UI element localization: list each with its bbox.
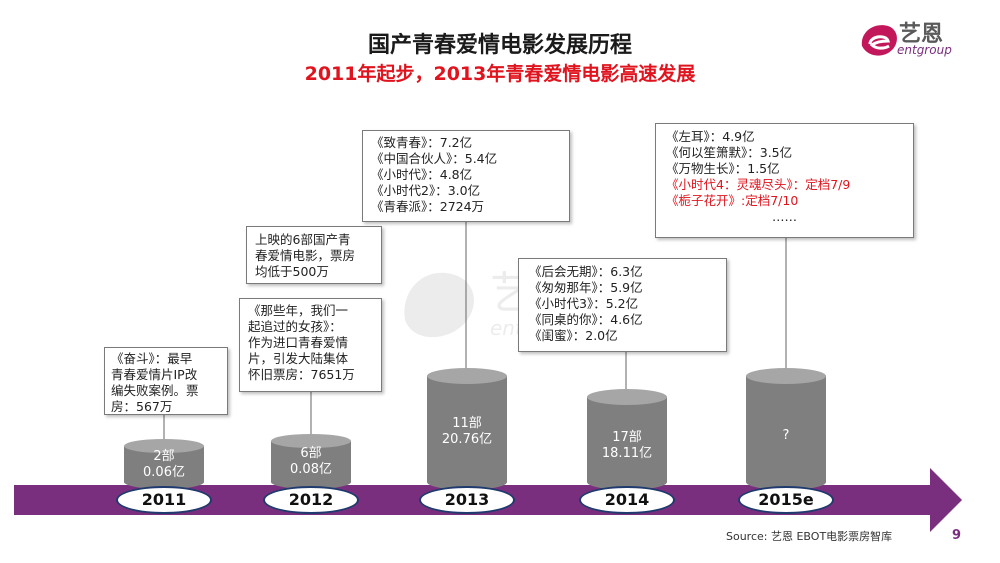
page-subtitle: 2011年起步，2013年青春爱情电影高速发展 — [304, 63, 696, 85]
year-pill-2011: 2011 — [116, 486, 212, 514]
page-title: 国产青春爱情电影发展历程 — [367, 33, 632, 58]
year-pill-2012: 2012 — [263, 486, 359, 514]
cylinder-2012 — [271, 434, 351, 489]
cylinder-label-2015: ? — [782, 428, 790, 443]
logo-sub: entgroup — [897, 43, 952, 57]
cylinder-label-2013: 11部 20.76亿 — [441, 416, 493, 447]
entgroup-logo-icon — [861, 25, 897, 56]
year-pill-2013: 2013 — [419, 486, 515, 514]
cylinder-2015 — [746, 368, 826, 490]
note-2012: 《那些年，我们一 起追过的女孩》： 作为进口青春爱情 片，引发大陆集体 怀旧票房… — [239, 298, 382, 392]
cylinder-label-2011: 2部 0.06亿 — [143, 449, 185, 480]
year-pill-2015e: 2015e — [738, 486, 834, 514]
note-2011: 《奋斗》：最早 青春爱情片IP改 编失败案例。票 房：567万 — [104, 347, 228, 415]
cylinder-2014 — [587, 389, 667, 490]
page-number: 9 — [952, 528, 962, 543]
year-pill-2014: 2014 — [579, 486, 675, 514]
source-note: Source: 艺恩 EBOT电影票房智库 — [726, 530, 893, 543]
note-2012-summary: 上映的6部国产青 春爱情电影，票房 均低于500万 — [246, 226, 382, 284]
cylinder-2011 — [124, 439, 204, 489]
note-2014: 《后会无期》：6.3亿 《匆匆那年》：5.9亿 《小时代3》：5.2亿 《同桌的… — [518, 258, 727, 352]
note-2013: 《致青春》：7.2亿 《中国合伙人》：5.4亿 《小时代》：4.8亿 《小时代2… — [362, 130, 570, 222]
cylinder-label-2012: 6部 0.08亿 — [290, 446, 332, 477]
logo-name: 艺恩 — [899, 22, 944, 47]
cylinder-label-2014: 17部 18.11亿 — [601, 430, 653, 461]
note-2015: 《左耳》：4.9亿 《何以笙箫默》：3.5亿 《万物生长》：1.5亿 《小时代4… — [655, 123, 914, 238]
cylinder-2013 — [427, 368, 507, 490]
